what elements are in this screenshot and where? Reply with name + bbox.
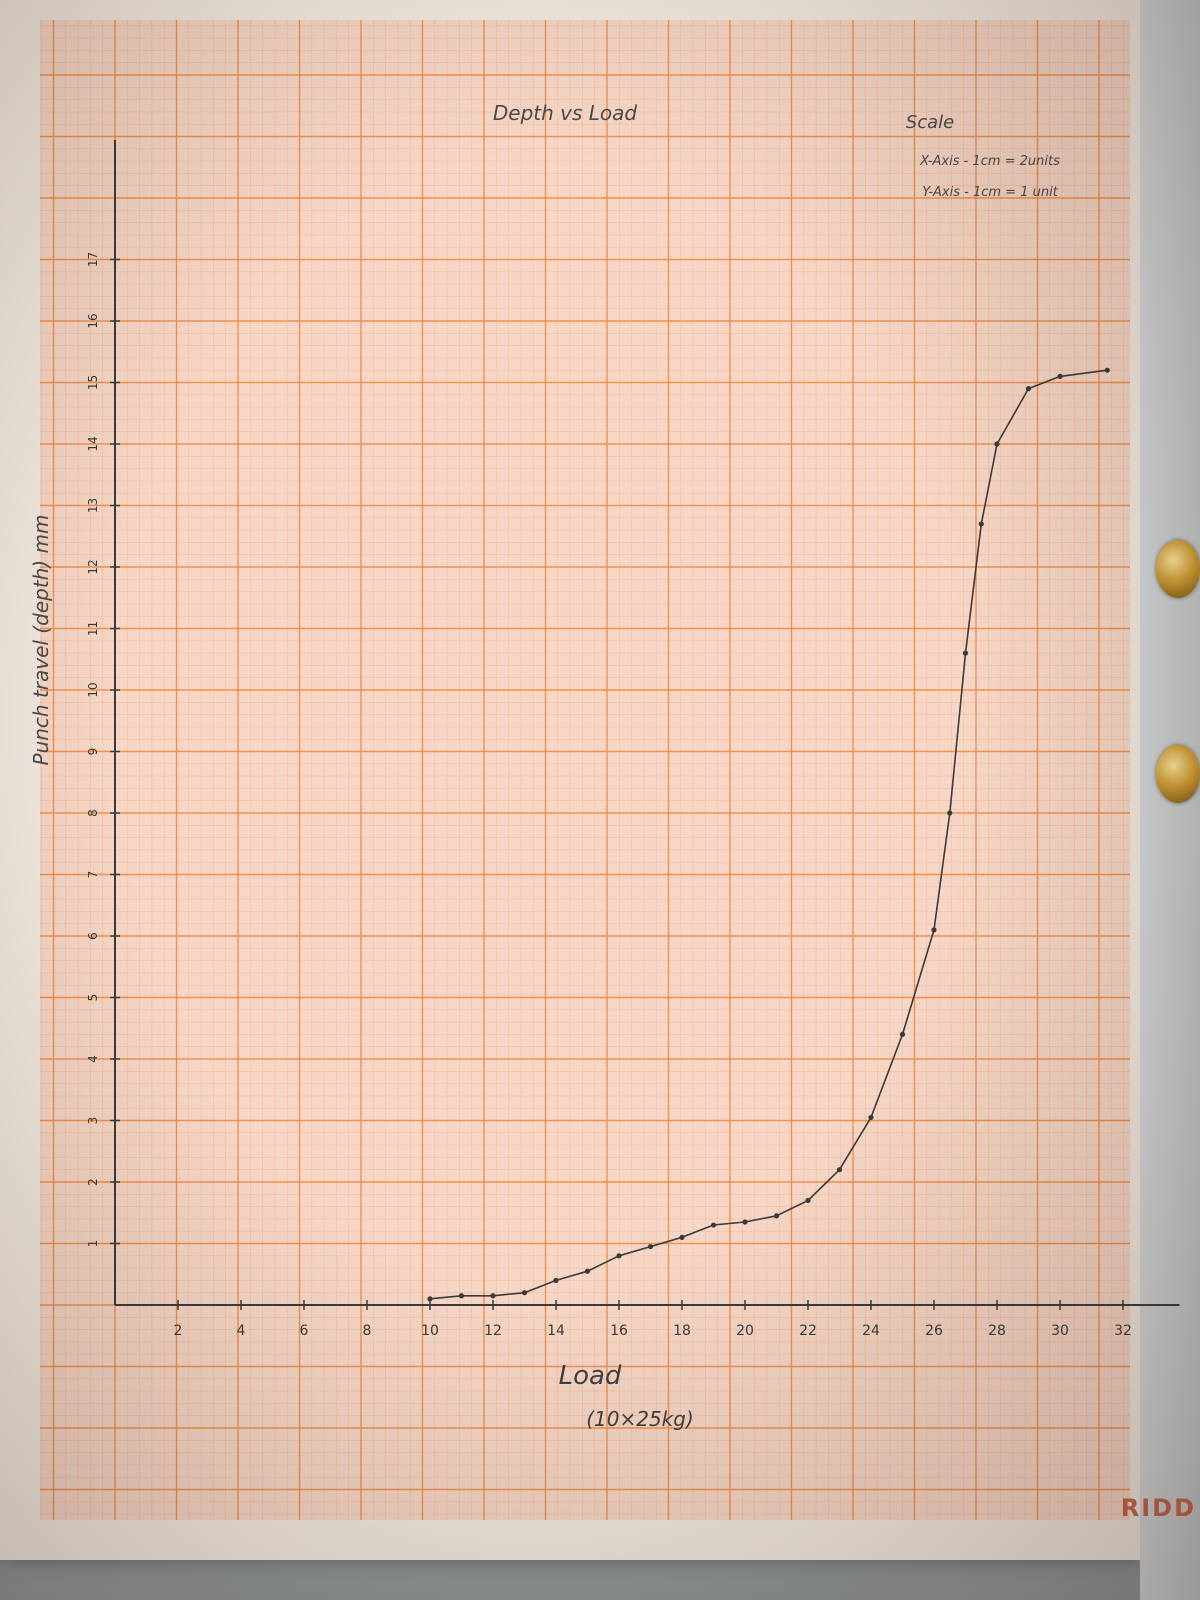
y-tick-label: 9 (86, 748, 100, 756)
y-tick-label: 10 (86, 682, 100, 697)
x-tick-label: 6 (300, 1323, 309, 1339)
x-axis-unit: (10×25kg) (586, 1407, 694, 1431)
y-tick-label: 8 (86, 809, 100, 817)
x-tick-label: 8 (363, 1323, 372, 1339)
x-tick-label: 22 (799, 1323, 817, 1339)
data-point (553, 1277, 559, 1283)
data-point (899, 1031, 906, 1037)
y-tick-label: 12 (86, 559, 100, 574)
data-point (616, 1253, 622, 1259)
data-point (490, 1293, 496, 1299)
data-point (931, 927, 937, 933)
y-tick-label: 4 (86, 1055, 100, 1063)
x-tick-label: 24 (862, 1323, 880, 1339)
paper-brand-mark: RIDD (1120, 1494, 1196, 1522)
x-tick-label: 2 (174, 1323, 183, 1339)
binder-ring-top (1156, 540, 1200, 598)
y-tick-label: 3 (86, 1117, 100, 1125)
y-tick-label: 13 (86, 498, 100, 513)
y-tick-label: 6 (86, 932, 100, 940)
x-tick-label: 16 (610, 1323, 628, 1339)
grid-minor-lines (40, 20, 1130, 1520)
data-point (805, 1197, 811, 1204)
data-point (647, 1243, 654, 1250)
data-point (947, 810, 953, 816)
data-point (427, 1296, 433, 1302)
data-point (994, 441, 1000, 447)
scale-x-note: X-Axis - 1cm = 2units (919, 154, 1060, 169)
data-point (742, 1219, 748, 1225)
data-point (1057, 373, 1063, 379)
scale-y-note: Y-Axis - 1cm = 1 unit (922, 185, 1059, 200)
data-point (978, 521, 984, 527)
scale-heading: Scale (906, 112, 954, 133)
data-point (521, 1290, 528, 1296)
y-tick-label: 14 (86, 436, 100, 451)
y-tick-label: 11 (86, 621, 100, 636)
x-tick-label: 4 (237, 1323, 246, 1339)
data-point (962, 650, 969, 656)
grid-background (40, 20, 1130, 1520)
x-axis-label: Load (559, 1361, 622, 1391)
series-curve (429, 369, 1108, 1300)
series-points (427, 367, 1110, 1302)
x-tick-label: 12 (484, 1323, 502, 1339)
data-point (710, 1222, 717, 1228)
y-tick-label: 1 (86, 1240, 100, 1248)
x-tick-label: 28 (988, 1323, 1006, 1339)
x-tick-label: 14 (547, 1323, 565, 1339)
y-tick-label: 5 (86, 994, 100, 1002)
x-tick-label: 10 (421, 1323, 439, 1339)
x-tick-label: 30 (1051, 1323, 1069, 1339)
x-tick-label: 26 (925, 1323, 943, 1339)
data-point (679, 1234, 685, 1240)
data-point (868, 1114, 874, 1121)
data-point (1025, 386, 1032, 392)
binder-ring-bottom (1156, 745, 1200, 803)
data-point (458, 1293, 465, 1299)
y-tick-label: 17 (86, 252, 100, 267)
x-tick-labels: 2 4 6 8 10 12 14 16 18 20 22 24 26 28 30 32 (174, 1300, 1132, 1339)
y-axis-label: Punch travel (depth) mm (29, 515, 53, 766)
y-tick-label: 15 (86, 375, 100, 390)
data-point (836, 1167, 843, 1173)
y-tick-label: 7 (86, 871, 100, 879)
y-tick-label: 2 (86, 1178, 100, 1186)
data-point (584, 1268, 591, 1274)
chart-title: Depth vs Load (493, 101, 638, 125)
x-tick-label: 20 (736, 1323, 754, 1339)
axes (114, 140, 1180, 1306)
x-tick-label: 18 (673, 1323, 691, 1339)
y-tick-label: 16 (86, 313, 100, 328)
grid-major-lines (40, 20, 1130, 1520)
data-point (773, 1213, 780, 1219)
data-point (1104, 367, 1110, 373)
x-tick-label: 32 (1114, 1323, 1132, 1339)
